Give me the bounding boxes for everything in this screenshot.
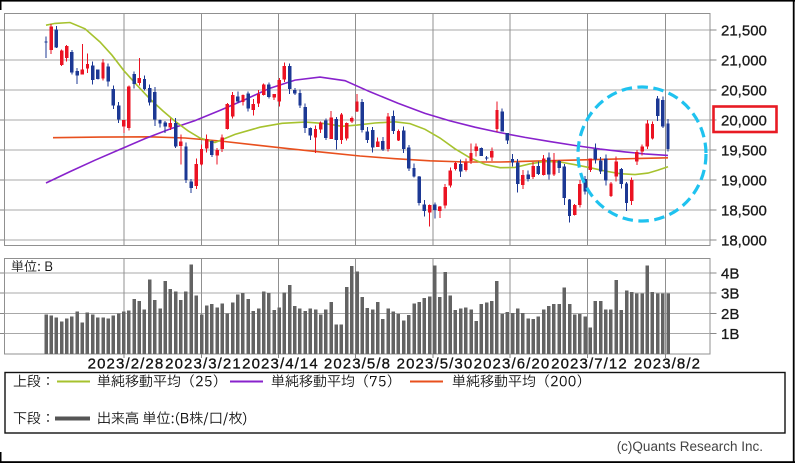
- svg-text:21,500: 21,500: [721, 23, 767, 40]
- svg-text:2023/2/28: 2023/2/28: [88, 356, 165, 373]
- svg-text:19,000: 19,000: [721, 173, 767, 190]
- svg-text:20,000: 20,000: [721, 113, 767, 130]
- svg-text:20,500: 20,500: [721, 83, 767, 100]
- svg-text:2023/3/21: 2023/3/21: [165, 356, 242, 373]
- svg-text:2023/5/30: 2023/5/30: [397, 356, 474, 373]
- svg-text:18,500: 18,500: [721, 203, 767, 220]
- svg-text:21,000: 21,000: [721, 53, 767, 70]
- svg-text:3B: 3B: [721, 286, 739, 303]
- svg-text:2023/7/12: 2023/7/12: [551, 356, 628, 373]
- svg-text:2B: 2B: [721, 306, 739, 323]
- svg-text:2023/4/14: 2023/4/14: [242, 356, 319, 373]
- svg-text:4B: 4B: [721, 265, 739, 282]
- svg-text:1B: 1B: [721, 326, 739, 343]
- svg-text:2023/8/2: 2023/8/2: [634, 356, 701, 373]
- svg-text:19,500: 19,500: [721, 143, 767, 160]
- svg-text:2023/6/20: 2023/6/20: [474, 356, 551, 373]
- svg-text:(c)Quants Research Inc.: (c)Quants Research Inc.: [617, 439, 763, 454]
- svg-text:2023/5/8: 2023/5/8: [324, 356, 391, 373]
- svg-text:18,000: 18,000: [721, 233, 767, 250]
